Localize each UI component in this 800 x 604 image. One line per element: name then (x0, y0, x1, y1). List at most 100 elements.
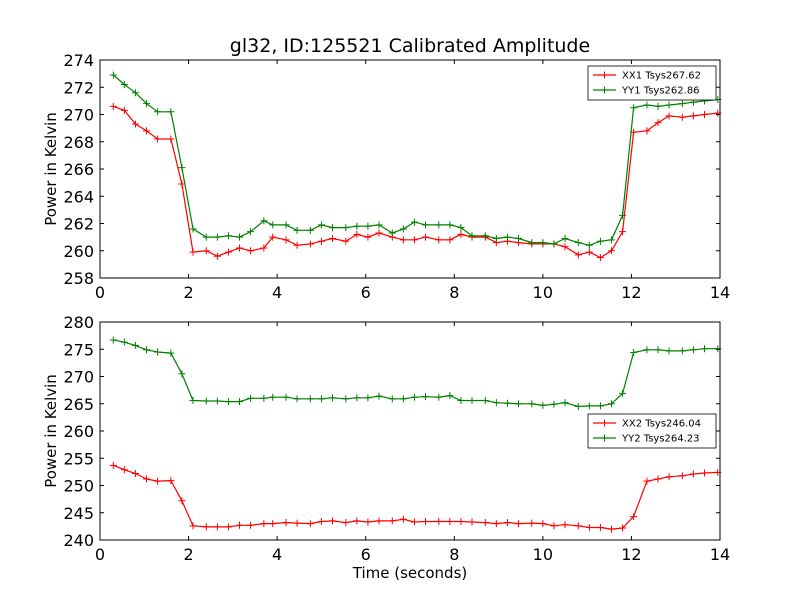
data-point (109, 461, 117, 469)
data-point (689, 112, 697, 120)
data-point (435, 393, 443, 401)
data-point (619, 228, 627, 236)
data-point (399, 236, 407, 244)
data-point (236, 233, 243, 241)
data-point (388, 395, 396, 403)
series-line-2 (112, 74, 718, 246)
y-tick-label: 270 (63, 106, 94, 125)
data-point (422, 233, 429, 241)
legend: XX1 Tsys267.62 YY1 Tsys262.86 (587, 65, 717, 101)
data-point (596, 237, 604, 245)
data-point (665, 347, 673, 355)
y-tick-label: 275 (63, 340, 94, 359)
data-point (435, 236, 443, 244)
x-tick-label: 8 (449, 283, 459, 302)
data-point (550, 522, 558, 530)
data-point (619, 524, 627, 532)
data-point (630, 349, 638, 357)
y-tick-label: 260 (63, 422, 94, 441)
data-point (306, 520, 314, 528)
data-point (678, 347, 686, 355)
data-point (364, 518, 372, 526)
data-point (269, 393, 277, 401)
data-point (643, 346, 651, 354)
data-point (306, 240, 314, 248)
series-line-2 (113, 339, 718, 408)
data-point (131, 341, 139, 349)
x-tick-label: 4 (272, 283, 282, 302)
data-point (574, 239, 582, 247)
data-point (202, 397, 210, 405)
data-point (596, 402, 604, 410)
data-point (619, 211, 627, 219)
data-point (317, 237, 325, 245)
data-point (282, 221, 290, 229)
data-point (481, 232, 489, 240)
data-point (317, 221, 325, 229)
y-tick-label: 266 (63, 160, 94, 179)
data-point (202, 247, 210, 255)
data-point (585, 402, 593, 410)
x-tick-label: 2 (183, 283, 193, 302)
data-point (143, 346, 150, 354)
legend-marker (601, 71, 608, 79)
legend-entry: XX1 Tsys267.62 (622, 71, 701, 82)
data-point (154, 108, 162, 116)
data-point (260, 244, 268, 252)
data-point (561, 243, 569, 251)
y-tick-label: 260 (63, 242, 94, 261)
data-point (236, 521, 243, 529)
data-point (269, 520, 277, 528)
data-point (189, 396, 197, 404)
legend-entry: YY1 Tsys262.86 (621, 86, 700, 97)
data-point (689, 346, 697, 354)
y-axis-label: Power in Kelvin (42, 374, 60, 488)
x-tick-label: 10 (533, 283, 553, 302)
data-point (422, 517, 429, 525)
data-point (353, 230, 361, 238)
y-tick-label: 268 (63, 133, 94, 152)
data-point (317, 395, 325, 403)
data-point (654, 346, 662, 354)
data-point (213, 523, 221, 531)
data-point (154, 477, 162, 485)
legend-box (587, 65, 717, 101)
data-point (665, 112, 673, 120)
data-point (630, 513, 638, 521)
data-point (342, 224, 350, 232)
data-point (515, 520, 522, 528)
x-tick-label: 12 (621, 545, 641, 564)
data-point (282, 393, 290, 401)
y-tick-label: 262 (63, 215, 94, 234)
data-point (178, 370, 186, 378)
y-tick-label: 258 (63, 269, 94, 288)
data-point (224, 398, 232, 406)
series-line-1 (113, 464, 718, 530)
data-point (619, 389, 627, 397)
data-point (388, 229, 396, 237)
data-point (167, 135, 175, 143)
data-point (293, 395, 301, 403)
data-point (364, 233, 372, 241)
bottom-panel: 0 2 4 6 8 10 12 14 240 245 250 255 260 265 270 275 280 Po… (42, 313, 730, 564)
data-point (247, 247, 255, 255)
data-point (596, 523, 604, 531)
y-tick-label: 255 (63, 449, 94, 468)
y-tick-label: 240 (63, 531, 94, 550)
data-point (306, 226, 314, 234)
data-point (561, 399, 569, 407)
data-point (260, 394, 268, 402)
legend-marker (601, 419, 608, 427)
data-point (643, 127, 651, 135)
data-point (457, 230, 465, 238)
data-point (109, 71, 117, 79)
data-point (388, 517, 396, 525)
data-point (224, 248, 232, 256)
data-point (364, 222, 372, 230)
data-point (528, 519, 536, 527)
data-point (282, 519, 290, 527)
data-point (143, 100, 150, 108)
legend-box (587, 413, 717, 449)
data-point (678, 100, 686, 108)
